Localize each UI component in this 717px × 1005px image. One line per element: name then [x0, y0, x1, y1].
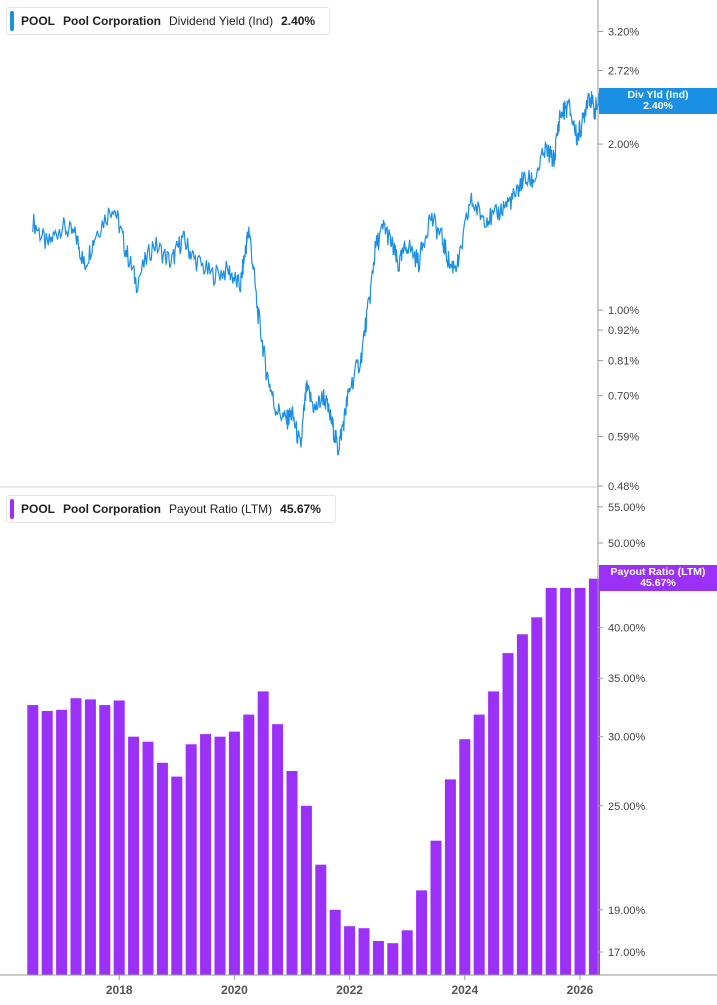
payout-bar — [430, 840, 442, 975]
series-color-swatch — [10, 499, 14, 519]
x-tick-label: 2026 — [567, 983, 594, 997]
y-tick-label: 30.00% — [608, 732, 646, 744]
payout-last-value-tag: Payout Ratio (LTM) 45.67% — [599, 565, 717, 591]
payout-bar — [228, 731, 240, 975]
y-tick-label: 35.00% — [608, 673, 646, 685]
x-tick-label: 2022 — [336, 983, 363, 997]
payout-bar — [488, 691, 500, 975]
payout-bar — [300, 805, 312, 975]
payout-bar — [416, 890, 428, 975]
payout-bar — [113, 700, 125, 975]
yield-tag-value: 2.40% — [643, 100, 673, 112]
y-tick-label: 19.00% — [608, 905, 646, 917]
top-legend[interactable]: POOL Pool Corporation Dividend Yield (In… — [6, 7, 331, 35]
y-tick-label: 0.59% — [608, 432, 639, 444]
y-tick-label: 1.00% — [608, 305, 639, 317]
payout-bar — [459, 739, 471, 975]
payout-bar — [516, 634, 528, 975]
payout-bar — [344, 926, 356, 975]
yield-series-line — [32, 91, 601, 456]
payout-tag-value: 45.67% — [640, 577, 676, 589]
payout-bar — [574, 588, 586, 975]
payout-bar — [99, 705, 111, 975]
x-tick-label: 2020 — [221, 983, 248, 997]
payout-bar — [502, 653, 514, 975]
legend-value: 2.40% — [281, 14, 316, 28]
y-tick-label: 2.00% — [608, 139, 639, 151]
y-tick-label: 2.72% — [608, 65, 639, 77]
payout-bar — [329, 909, 341, 975]
legend-company: Pool Corporation — [63, 502, 162, 516]
payout-bar — [358, 928, 370, 975]
y-tick-label: 3.20% — [608, 26, 639, 38]
payout-bar — [387, 943, 399, 975]
bottom-legend[interactable]: POOL Pool Corporation Payout Ratio (LTM)… — [6, 495, 336, 523]
payout-bar — [545, 588, 557, 975]
payout-bar — [84, 699, 96, 975]
y-tick-label: 0.48% — [608, 481, 639, 493]
y-tick-label: 25.00% — [608, 801, 646, 813]
payout-bar — [41, 711, 53, 975]
legend-ticker: POOL — [21, 502, 56, 516]
payout-bar — [257, 691, 269, 975]
payout-bar — [27, 705, 39, 975]
payout-bar — [142, 741, 154, 975]
y-tick-label: 55.00% — [608, 502, 646, 514]
payout-tag-label: Payout Ratio (LTM) — [610, 566, 706, 578]
yield-last-value-tag: Div Yld (Ind) 2.40% — [599, 88, 717, 114]
y-tick-label: 0.70% — [608, 391, 639, 403]
x-tick-label: 2024 — [451, 983, 478, 997]
legend-value: 45.67% — [280, 502, 321, 516]
payout-bar — [588, 578, 600, 975]
payout-bar — [315, 864, 327, 975]
legend-company: Pool Corporation — [63, 14, 162, 28]
series-color-swatch — [10, 11, 14, 31]
payout-bar — [243, 714, 255, 975]
legend-metric: Dividend Yield (Ind) — [169, 14, 274, 28]
payout-bar — [171, 776, 183, 975]
payout-bar — [200, 734, 212, 975]
payout-bar — [272, 724, 284, 975]
payout-bar — [156, 762, 168, 975]
payout-bar — [372, 941, 384, 975]
payout-bar — [531, 617, 543, 975]
x-tick-label: 2018 — [106, 983, 133, 997]
legend-ticker: POOL — [21, 14, 56, 28]
payout-bar — [56, 709, 68, 975]
legend-metric: Payout Ratio (LTM) — [169, 502, 273, 516]
payout-bar — [128, 736, 140, 975]
y-tick-label: 17.00% — [608, 947, 646, 959]
y-tick-label: 40.00% — [608, 623, 646, 635]
payout-bar — [444, 779, 456, 975]
y-tick-label: 50.00% — [608, 538, 646, 550]
payout-bar — [70, 698, 82, 975]
payout-bar — [473, 714, 485, 975]
payout-bar — [185, 744, 197, 975]
y-tick-label: 0.81% — [608, 356, 639, 368]
payout-bar — [560, 588, 572, 975]
y-tick-label: 0.92% — [608, 325, 639, 337]
payout-bar — [286, 771, 298, 975]
yield-tag-label: Div Yld (Ind) — [627, 89, 689, 101]
payout-bar — [214, 736, 226, 975]
payout-bar — [401, 930, 413, 975]
